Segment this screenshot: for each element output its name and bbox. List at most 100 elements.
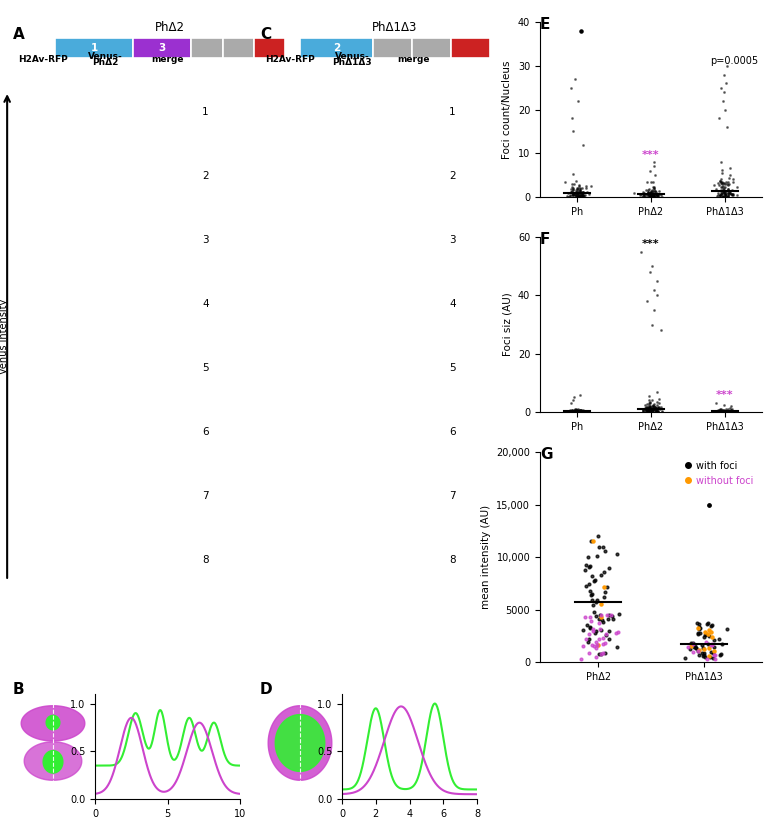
Point (593, 647, 605, 660)
Point (647, 402, 659, 415)
Point (567, 394, 579, 407)
Point (715, 404, 727, 417)
Point (723, 185, 735, 199)
Point (577, 404, 589, 417)
Point (599, 647, 611, 660)
Point (573, 190, 585, 203)
Point (573, 178, 585, 191)
Point (717, 190, 730, 203)
Point (558, 176, 571, 189)
Text: 7: 7 (449, 491, 455, 501)
Point (594, 608, 606, 621)
Point (716, 637, 729, 650)
Point (642, 187, 654, 200)
Point (715, 175, 727, 188)
Text: p=0.0005: p=0.0005 (710, 56, 758, 65)
Point (651, 187, 663, 200)
Point (692, 644, 704, 657)
Point (726, 403, 738, 416)
Point (717, 190, 730, 203)
Point (575, 404, 587, 417)
Point (636, 190, 648, 203)
Point (721, 405, 733, 418)
Point (595, 614, 608, 627)
Point (647, 404, 659, 417)
Point (574, 188, 586, 201)
Point (562, 190, 574, 203)
Point (645, 405, 658, 418)
Point (647, 181, 659, 194)
Point (649, 184, 662, 197)
Point (577, 405, 590, 418)
Point (572, 189, 584, 202)
Point (585, 534, 598, 547)
Point (648, 404, 661, 417)
Point (722, 405, 734, 418)
Point (566, 112, 578, 125)
Point (564, 404, 576, 417)
Point (594, 623, 606, 636)
Point (581, 551, 594, 564)
Point (587, 534, 599, 547)
Point (643, 400, 655, 413)
Point (706, 639, 718, 652)
Point (690, 641, 703, 654)
Text: 3: 3 (449, 235, 455, 245)
Point (567, 405, 580, 418)
Point (706, 631, 718, 644)
Point (577, 185, 589, 199)
Point (567, 187, 579, 200)
Point (601, 581, 613, 594)
Point (686, 636, 699, 650)
Point (694, 622, 706, 635)
Point (646, 399, 659, 412)
Point (574, 404, 586, 417)
Point (601, 612, 614, 625)
Point (586, 593, 598, 606)
Polygon shape (43, 751, 63, 773)
Point (570, 190, 582, 203)
Point (647, 187, 659, 200)
Point (563, 190, 575, 203)
Point (721, 190, 733, 203)
Point (637, 188, 649, 201)
Point (581, 404, 594, 417)
Point (641, 404, 653, 417)
Point (722, 178, 734, 191)
Point (642, 183, 655, 196)
Point (584, 180, 597, 193)
Point (726, 404, 738, 417)
Point (696, 647, 708, 660)
Point (715, 186, 727, 199)
Point (645, 187, 657, 200)
Point (713, 404, 726, 417)
Point (698, 631, 710, 644)
Point (611, 626, 624, 639)
Point (719, 405, 731, 418)
Point (648, 181, 660, 194)
Point (725, 400, 737, 413)
Point (591, 593, 604, 606)
Point (575, 404, 587, 417)
Point (571, 404, 583, 417)
Point (723, 186, 736, 199)
Text: PhΔ2: PhΔ2 (155, 20, 185, 33)
Point (644, 405, 656, 418)
Point (706, 618, 718, 632)
Point (572, 404, 584, 417)
Point (584, 632, 596, 645)
Text: E: E (540, 17, 550, 32)
Point (599, 586, 611, 599)
Point (598, 580, 610, 593)
Point (595, 568, 608, 581)
Point (647, 185, 659, 198)
Point (716, 183, 729, 196)
Point (575, 186, 587, 199)
Point (721, 187, 733, 200)
Point (716, 188, 728, 201)
Point (562, 404, 574, 417)
Point (572, 187, 584, 200)
Point (720, 185, 732, 198)
Point (567, 178, 580, 191)
Point (719, 189, 731, 202)
